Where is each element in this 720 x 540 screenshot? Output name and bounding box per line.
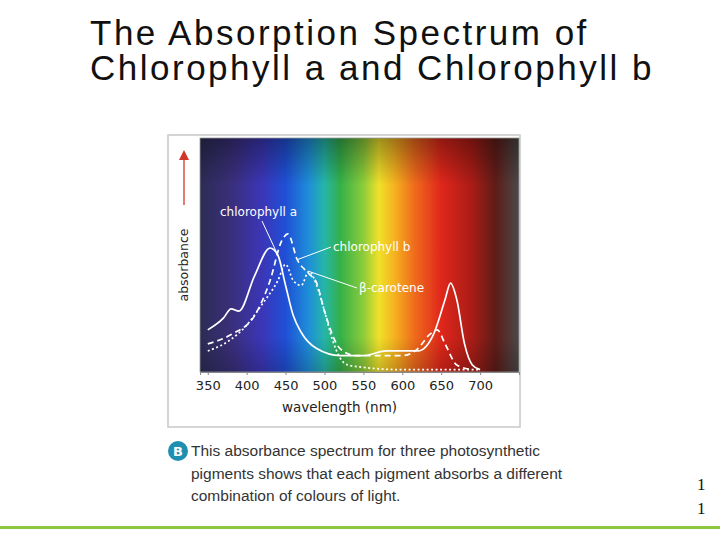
x-tick: 550 xyxy=(351,372,376,393)
x-tick-label: 600 xyxy=(390,378,415,393)
x-tick: 500 xyxy=(313,372,338,393)
chart-frame xyxy=(168,135,520,427)
caption-badge xyxy=(168,441,188,461)
x-tick: 650 xyxy=(429,372,454,393)
x-tick-mark xyxy=(402,372,403,375)
series-line xyxy=(208,234,473,370)
x-tick-label: 500 xyxy=(313,378,338,393)
x-tick-label: 700 xyxy=(468,378,493,393)
caption-line: combination of colours of light. xyxy=(191,487,400,504)
x-tick-label: 400 xyxy=(235,378,260,393)
x-tick: 450 xyxy=(274,372,299,393)
plot-frame xyxy=(200,138,519,372)
x-tick-label: 350 xyxy=(196,378,221,393)
caption-line: This absorbance spectrum for three photo… xyxy=(191,442,540,459)
label-leader xyxy=(309,271,357,288)
plot-lines xyxy=(208,234,480,370)
x-tick-mark xyxy=(208,372,209,375)
series-line xyxy=(208,248,480,370)
label-leader xyxy=(297,247,331,260)
y-axis-title: absorbance xyxy=(176,228,191,301)
x-tick: 700 xyxy=(468,372,493,393)
spectrum-shade xyxy=(200,138,519,372)
x-tick: 350 xyxy=(196,372,221,393)
caption-badge-label: B xyxy=(173,444,183,459)
footer-bar xyxy=(0,526,720,529)
x-tick-mark xyxy=(441,372,442,375)
x-axis: 350 400 450 500 550 600 650 700 xyxy=(196,372,520,393)
series-label: chlorophyll a xyxy=(220,205,297,219)
x-tick-mark xyxy=(480,372,481,375)
caption-line: pigments shows that each pigment absorbs… xyxy=(191,465,563,482)
y-arrow-head xyxy=(179,150,189,160)
slide-number: 1 xyxy=(697,499,706,518)
x-tick-mark xyxy=(363,372,364,375)
y-arrow-shaft xyxy=(183,156,184,205)
x-tick-label: 450 xyxy=(274,378,299,393)
x-tick: 400 xyxy=(235,372,260,393)
x-axis-title: wavelength (nm) xyxy=(282,399,397,415)
series-label: β-carotene xyxy=(359,281,424,295)
slide-number: 1 xyxy=(697,475,706,494)
label-leader xyxy=(262,221,278,255)
series-label: chlorophyll b xyxy=(333,240,410,254)
slide: The Absorption Spectrum ofChlorophyll a … xyxy=(0,0,720,540)
spectrum-background xyxy=(200,138,519,372)
x-tick-label: 650 xyxy=(429,378,454,393)
x-tick-mark xyxy=(324,372,325,375)
x-tick-mark xyxy=(247,372,248,375)
slide-title: The Absorption Spectrum ofChlorophyll a … xyxy=(90,13,654,87)
x-tick-mark xyxy=(286,372,287,375)
x-tick-label: 550 xyxy=(351,378,376,393)
x-tick: 600 xyxy=(390,372,415,393)
x-axis-line xyxy=(201,373,520,376)
series-line xyxy=(208,264,480,369)
